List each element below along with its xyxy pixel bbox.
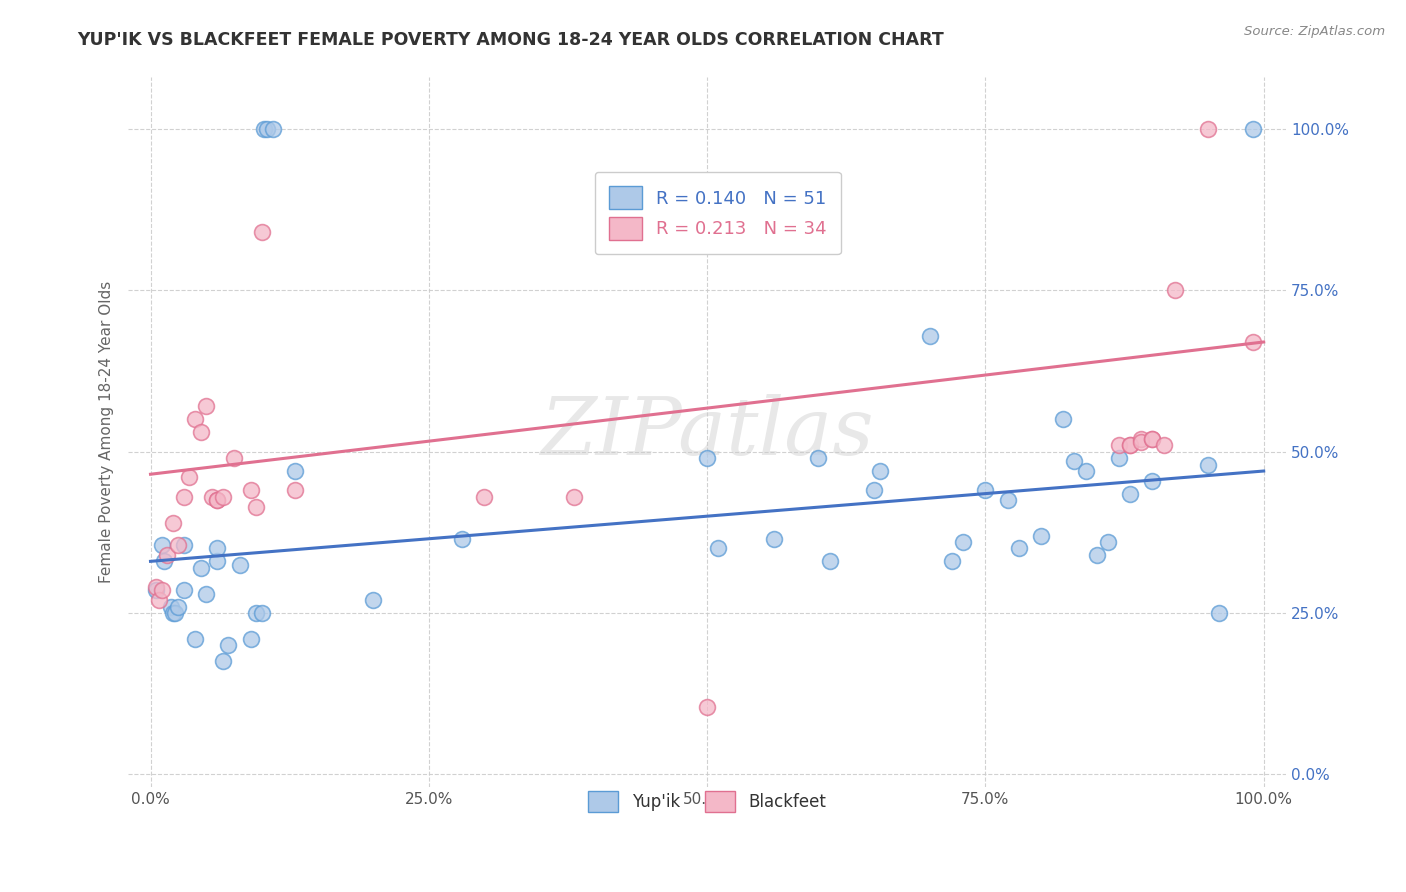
Point — [207, 554, 229, 568]
Point — [245, 606, 267, 620]
Point — [150, 583, 173, 598]
Point — [1241, 122, 1264, 136]
Point — [167, 599, 190, 614]
Point — [173, 490, 195, 504]
Legend: Yup'ik, Blackfeet: Yup'ik, Blackfeet — [575, 778, 839, 825]
Point — [184, 412, 207, 426]
Point — [173, 583, 195, 598]
Point — [941, 554, 963, 568]
Point — [207, 493, 229, 508]
Point — [228, 558, 250, 572]
Point — [1142, 432, 1164, 446]
Point — [863, 483, 886, 498]
Point — [212, 490, 235, 504]
Point — [807, 451, 830, 466]
Point — [162, 606, 184, 620]
Point — [253, 122, 276, 136]
Point — [179, 470, 201, 484]
Point — [262, 122, 284, 136]
Point — [1130, 432, 1153, 446]
Point — [562, 490, 585, 504]
Point — [284, 464, 307, 478]
Point — [148, 593, 170, 607]
Point — [974, 483, 997, 498]
Point — [207, 493, 229, 508]
Point — [1241, 334, 1264, 349]
Point — [163, 606, 186, 620]
Point — [1153, 438, 1175, 452]
Text: Source: ZipAtlas.com: Source: ZipAtlas.com — [1244, 25, 1385, 38]
Point — [1008, 541, 1031, 556]
Point — [201, 490, 224, 504]
Point — [195, 586, 218, 600]
Point — [212, 654, 235, 668]
Point — [1130, 434, 1153, 449]
Point — [256, 122, 278, 136]
Point — [190, 561, 212, 575]
Point — [1119, 486, 1142, 500]
Point — [222, 451, 245, 466]
Point — [167, 538, 190, 552]
Point — [1108, 451, 1130, 466]
Point — [1163, 284, 1185, 298]
Point — [451, 532, 474, 546]
Point — [245, 500, 267, 514]
Point — [869, 464, 891, 478]
Point — [361, 593, 384, 607]
Point — [1097, 535, 1119, 549]
Point — [1063, 454, 1085, 468]
Point — [474, 490, 496, 504]
Point — [1108, 438, 1130, 452]
Point — [818, 554, 841, 568]
Point — [762, 532, 785, 546]
Text: ZIPatlas: ZIPatlas — [540, 393, 875, 471]
Point — [150, 538, 173, 552]
Point — [250, 606, 273, 620]
Point — [1029, 528, 1052, 542]
Point — [1197, 458, 1219, 472]
Point — [145, 580, 167, 594]
Point — [1119, 438, 1142, 452]
Point — [190, 425, 212, 440]
Point — [1085, 548, 1108, 562]
Point — [1142, 432, 1164, 446]
Point — [239, 483, 262, 498]
Point — [173, 538, 195, 552]
Point — [918, 328, 941, 343]
Point — [156, 548, 179, 562]
Point — [1197, 122, 1219, 136]
Point — [1208, 606, 1230, 620]
Point — [284, 483, 307, 498]
Text: YUP'IK VS BLACKFEET FEMALE POVERTY AMONG 18-24 YEAR OLDS CORRELATION CHART: YUP'IK VS BLACKFEET FEMALE POVERTY AMONG… — [77, 31, 943, 49]
Point — [207, 541, 229, 556]
Point — [696, 699, 718, 714]
Y-axis label: Female Poverty Among 18-24 Year Olds: Female Poverty Among 18-24 Year Olds — [100, 281, 114, 583]
Point — [1074, 464, 1097, 478]
Point — [1142, 474, 1164, 488]
Point — [239, 632, 262, 646]
Point — [997, 493, 1019, 508]
Point — [153, 554, 176, 568]
Point — [707, 541, 730, 556]
Point — [1052, 412, 1074, 426]
Point — [952, 535, 974, 549]
Point — [184, 632, 207, 646]
Point — [217, 638, 239, 652]
Point — [159, 599, 181, 614]
Point — [145, 583, 167, 598]
Point — [696, 451, 718, 466]
Point — [1119, 438, 1142, 452]
Point — [195, 400, 218, 414]
Point — [250, 225, 273, 239]
Point — [162, 516, 184, 530]
